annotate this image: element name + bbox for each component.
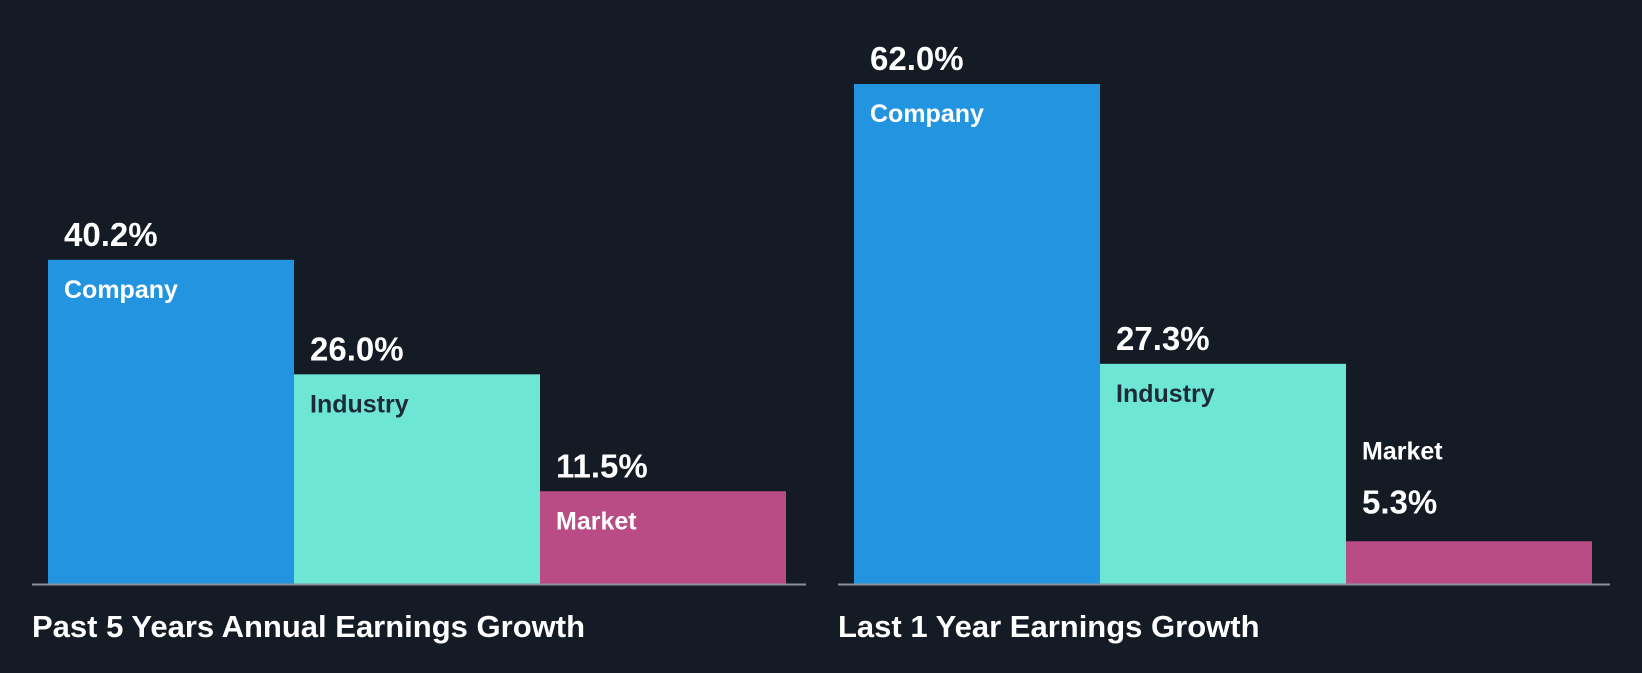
bar-company (48, 259, 294, 584)
bar-market (1346, 541, 1592, 584)
category-label-market: Market (556, 507, 637, 535)
category-label-industry: Industry (1116, 380, 1215, 408)
value-label-company: 62.0% (870, 40, 964, 77)
bar-company (854, 84, 1100, 584)
value-label-company: 40.2% (64, 216, 158, 253)
chart-panel-2: 62.0% Company 27.3% Industry 5.3% Market Last … (838, 40, 1610, 644)
value-label-market: 5.3% (1362, 483, 1437, 520)
chart-title: Last 1 Year Earnings Growth (838, 609, 1260, 644)
value-label-market: 11.5% (556, 447, 648, 484)
category-label-company: Company (870, 100, 984, 128)
bar-industry (1100, 363, 1346, 584)
category-label-industry: Industry (310, 390, 409, 418)
chart-panel-1: 40.2% Company 26.0% Industry 11.5% Market Past… (32, 216, 806, 644)
bar-market (540, 491, 786, 584)
value-label-industry: 26.0% (310, 330, 404, 367)
value-label-industry: 27.3% (1116, 320, 1210, 357)
bar-industry (294, 374, 540, 584)
chart-title: Past 5 Years Annual Earnings Growth (32, 609, 585, 644)
category-label-market: Market (1362, 437, 1443, 465)
category-label-company: Company (64, 276, 178, 304)
